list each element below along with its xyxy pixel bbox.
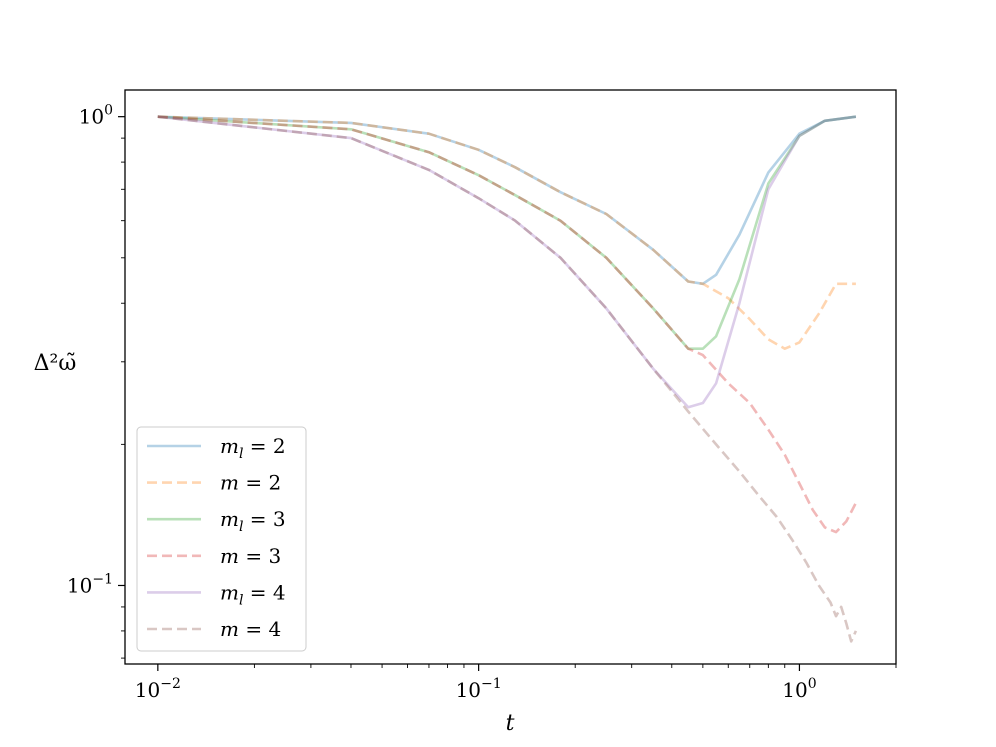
x-tick-label: 100 (782, 676, 816, 702)
y-axis-label: Δ²ω̃ (34, 351, 77, 376)
tick-labels: 10−2 10−1 100 10−1 100 (67, 103, 817, 702)
series-line-4 (157, 115, 858, 534)
legend: ml = 2 m = 2 ml = 3 m = 3 ml = 4 m = 4 (136, 426, 307, 652)
legend-label: m = 3 (220, 544, 281, 568)
series-layer (157, 115, 858, 643)
legend-label: m = 4 (220, 617, 281, 641)
legend-label: ml = 2 (220, 434, 286, 462)
legend-label: ml = 4 (220, 580, 286, 608)
y-tick-label: 100 (79, 103, 113, 129)
series-line-2 (157, 115, 856, 350)
axis-ticks (118, 116, 897, 671)
legend-label: m = 2 (220, 471, 281, 495)
x-axis-label: t (506, 711, 515, 736)
legend-box (136, 426, 307, 652)
x-tick-label: 10−2 (135, 676, 181, 702)
x-tick-label: 10−1 (456, 676, 502, 702)
series-line-1 (157, 115, 857, 286)
y-tick-label: 10−1 (67, 571, 113, 597)
series-line-3 (157, 115, 857, 350)
legend-label: ml = 3 (220, 507, 286, 535)
series-line-5 (157, 115, 857, 409)
plot-frame (124, 89, 897, 665)
